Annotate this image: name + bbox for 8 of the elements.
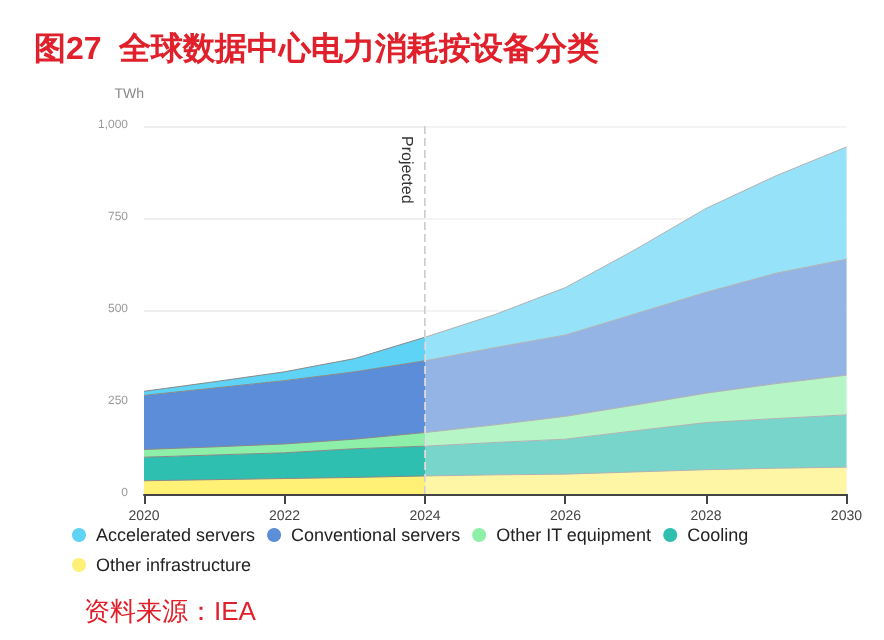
legend-label: Other IT equipment bbox=[496, 525, 652, 545]
legend-label: Cooling bbox=[687, 525, 749, 545]
text: 资料来源：IEA bbox=[84, 596, 257, 626]
legend-label: Conventional servers bbox=[291, 525, 462, 545]
legend-label: Accelerated servers bbox=[96, 525, 257, 545]
ref-line-label: Projected bbox=[397, 136, 416, 204]
chart-title: 图27 全球数据中心电力消耗按设备分类 bbox=[34, 29, 600, 67]
legend-label: Other infrastructure bbox=[96, 555, 252, 575]
